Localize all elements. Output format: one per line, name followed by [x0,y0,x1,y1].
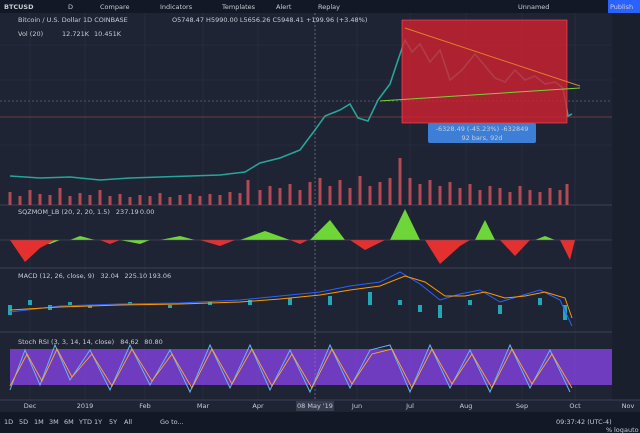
indicator-label: Stoch RSI (3, 3, 14, 14, close) [18,338,114,346]
layout-name[interactable]: Unnamed [518,3,549,11]
range-button[interactable]: YTD [78,418,92,426]
volume-label: Vol (20) [18,30,43,38]
toolbar-item[interactable]: Templates [221,3,256,11]
crosshair-label-box [296,401,334,411]
measure-text: 92 bars, 92d [461,134,502,142]
toolbar-item[interactable]: Compare [100,3,130,11]
interval[interactable]: D [68,3,73,11]
crosshair-label: 08 May '19 [297,402,333,410]
toolbar-item[interactable]: Alert [276,3,292,11]
goto[interactable]: Go to... [160,418,184,426]
publish-button[interactable] [608,0,640,13]
stoch-d [9,347,573,389]
x-axis-label: Dec [24,402,37,410]
toolbar-item[interactable]: Indicators [160,3,193,11]
trend-line [379,87,581,102]
x-axis-label: Aug [460,402,473,410]
x-axis-label: Apr [252,402,264,410]
x-axis-label: Jun [351,402,362,410]
indicator-value: 32.04 [100,272,119,280]
symbol[interactable]: BTCUSD [4,3,34,11]
volume-value: 12.721K [62,30,90,38]
clock: 09:37:42 (UTC-4) [556,418,612,426]
range-button[interactable]: 5D [19,418,28,426]
indicator-value: 193.06 [148,272,171,280]
indicator-value: 80.80 [144,338,163,346]
dynamic-texts: BTCUSD D Compare Indicators Templates Alert Re… [4,3,639,433]
volume-value: 10.451K [94,30,122,38]
bottom-toolbar [0,412,640,433]
volume-bars [8,158,569,205]
measure-range [401,19,568,124]
range-button[interactable]: 1M [34,418,44,426]
scale-option[interactable]: auto [624,426,639,433]
trend-line [404,27,581,87]
range-button[interactable]: 1Y [94,418,102,426]
range-button[interactable]: 3M [49,418,59,426]
publish[interactable]: Publish [610,3,633,11]
legend-title: Bitcoin / U.S. Dollar 1D COINBASE [18,16,128,24]
signal-line [9,275,573,319]
indicator-label: MACD (12, 26, close, 9) [18,272,94,280]
top-toolbar [0,0,640,13]
x-axis-label: Jul [405,402,414,410]
indicator-value: 0.00 [140,208,154,216]
indicator-label: SQZMOM_LB (20, 2, 20, 1.5) [18,208,110,216]
scale-option[interactable]: % [606,426,612,433]
range-button[interactable]: 1D [4,418,13,426]
x-axis-label: Mar [197,402,210,410]
x-axis-label: Sep [516,402,528,410]
indicator-value: 225.10 [124,272,147,280]
toolbar-item[interactable]: Replay [318,3,340,11]
scale-option[interactable]: log [614,426,624,433]
range-button[interactable]: 6M [64,418,74,426]
indicator-value: 84.62 [120,338,139,346]
legend-ohlc: O5748.47 H5990.00 L5656.26 C5948.41 +199… [172,16,367,24]
range-button[interactable]: 5Y [109,418,117,426]
price-axis [612,13,640,400]
measure-label-box [428,123,536,143]
x-axis-label: 2019 [77,402,94,410]
x-axis-label: Oct [569,402,581,410]
range-button[interactable]: All [124,418,132,426]
x-axis-label: Nov [622,402,635,410]
indicator-value: 237.19 [116,208,139,216]
stoch-band [10,349,612,385]
x-axis-label: Feb [139,402,151,410]
measure-text: -6328.49 (-45.23%) -632849 [436,125,529,133]
squeeze-negative [10,240,575,264]
